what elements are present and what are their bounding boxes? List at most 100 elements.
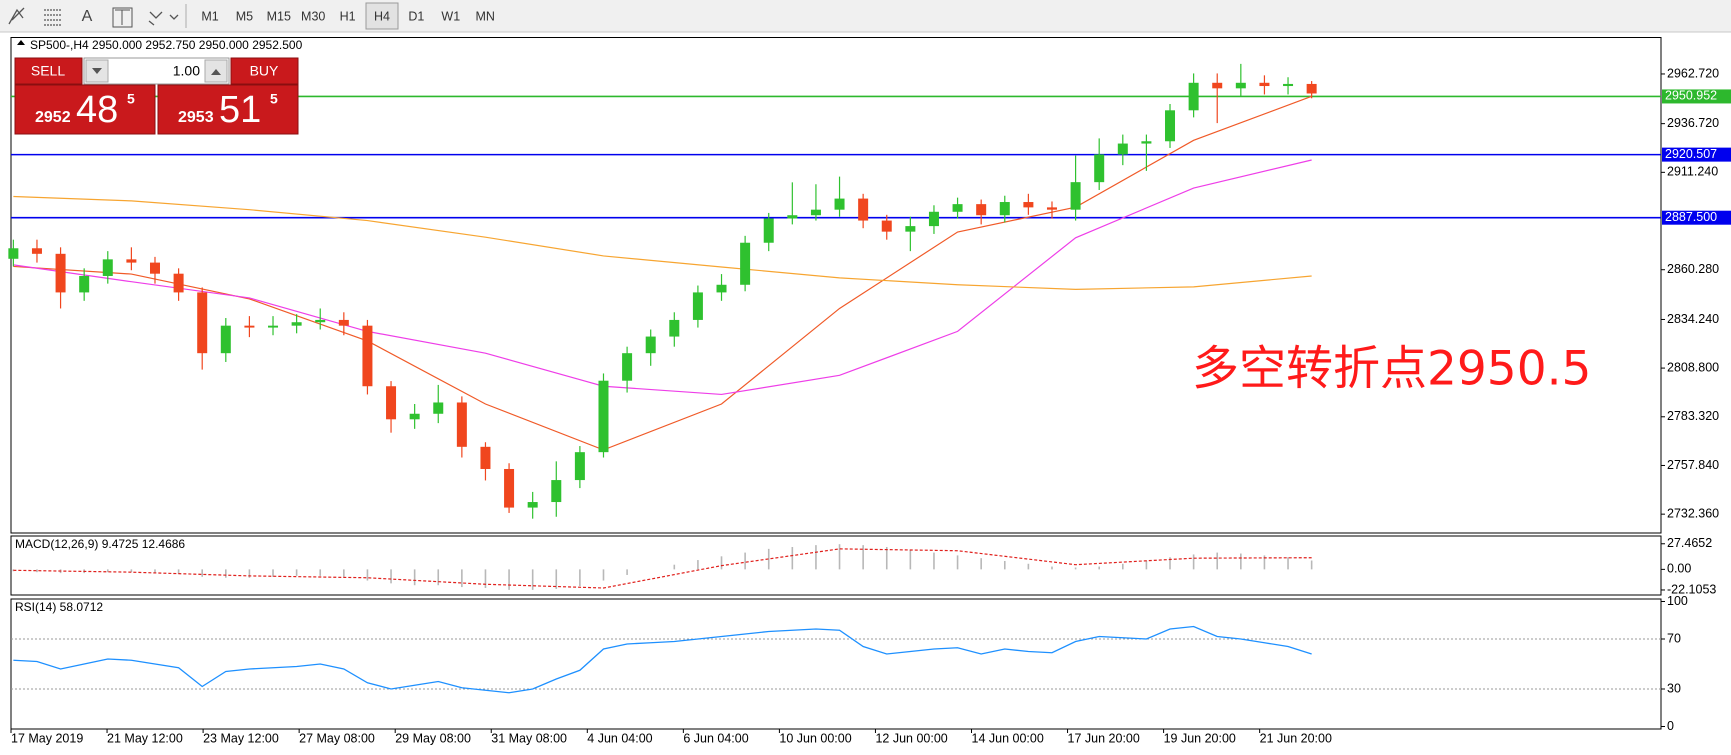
symbol-title: SP500-,H4 2950.000 2952.750 2950.000 295… <box>30 38 303 52</box>
candle-body <box>1306 83 1317 94</box>
candle-body <box>55 253 66 293</box>
candle-body <box>763 218 774 243</box>
candle-body <box>1212 82 1223 89</box>
ask-box[interactable] <box>157 84 299 135</box>
price-level-label: 2887.500 <box>1665 210 1717 224</box>
moving-average <box>13 195 1312 290</box>
x-tick-label: 29 May 08:00 <box>395 731 471 745</box>
price-level-label: 2920.507 <box>1665 147 1717 161</box>
timeframe-button[interactable]: M1 <box>201 9 218 23</box>
timeframe-button[interactable]: M5 <box>236 9 253 23</box>
candle-body <box>338 319 349 326</box>
candle-body <box>1188 82 1199 111</box>
timeframe-button[interactable]: W1 <box>441 9 460 23</box>
macd-signal <box>13 548 1312 589</box>
timeframe-button[interactable]: M15 <box>267 9 291 23</box>
candle-body <box>905 226 916 232</box>
y-tick-label: 2860.280 <box>1667 262 1719 276</box>
candle-body <box>291 322 302 326</box>
y-tick-label: 2911.240 <box>1667 165 1718 179</box>
bid-big: 2952 <box>35 109 71 126</box>
candle-body <box>1070 182 1081 210</box>
x-tick-label: 6 Jun 04:00 <box>683 731 748 745</box>
candle-body <box>881 220 892 232</box>
candle-body <box>456 402 467 447</box>
timeframe-button[interactable]: MN <box>475 9 494 23</box>
bid-pips: 48 <box>76 89 118 131</box>
y-tick-label: 0.00 <box>1667 562 1691 576</box>
candle-body <box>740 242 751 285</box>
y-tick-label: 27.4652 <box>1667 536 1712 550</box>
candle-body <box>8 248 19 259</box>
toolbar-icons <box>8 4 187 28</box>
indicator-title: MACD(12,26,9) 9.4725 12.4686 <box>15 537 185 551</box>
timeframe-button[interactable]: M30 <box>301 9 325 23</box>
candle-body <box>102 259 113 276</box>
x-tick-label: 17 Jun 20:00 <box>1068 731 1140 745</box>
y-tick-label: 2834.240 <box>1667 312 1719 326</box>
x-tick-label: 31 May 08:00 <box>491 731 567 745</box>
candle-body <box>551 480 562 503</box>
sell-button[interactable] <box>14 57 83 85</box>
panel-frame <box>10 535 1662 596</box>
candle-body <box>362 325 373 387</box>
icon-grid <box>44 9 62 26</box>
timeframe-button[interactable]: H4 <box>374 9 390 23</box>
candle-body <box>858 198 869 221</box>
text-tool[interactable]: A <box>82 8 93 25</box>
ask-point: 5 <box>270 91 278 107</box>
candle-body <box>149 262 160 274</box>
candle-body <box>692 292 703 320</box>
x-tick-label: 27 May 08:00 <box>299 731 375 745</box>
annotation: 多空转折点2950.5 <box>1192 342 1591 397</box>
indicator-title: RSI(14) 58.0712 <box>15 600 103 614</box>
timeframe-active <box>365 2 399 30</box>
y-tick-label: 100 <box>1667 594 1688 608</box>
y-tick-label: 2783.320 <box>1667 409 1719 423</box>
price-level-tag <box>1662 210 1731 225</box>
lot-value: 1.00 <box>173 63 200 79</box>
candle-body <box>220 325 231 354</box>
collapse-arrow <box>17 40 25 45</box>
x-tick-label: 21 Jun 20:00 <box>1260 731 1332 745</box>
bid-box[interactable] <box>14 84 156 135</box>
candle-body <box>31 248 42 254</box>
candle-body <box>433 402 444 414</box>
lot-up-arrow <box>211 69 221 75</box>
candle-body <box>1117 143 1128 155</box>
y-tick-label: 70 <box>1667 631 1681 645</box>
candle-body <box>1259 82 1270 87</box>
y-tick-label: 2732.360 <box>1667 506 1719 520</box>
price-level-tag <box>1662 89 1731 104</box>
bid-point: 5 <box>127 91 135 107</box>
buy-button[interactable] <box>230 57 299 85</box>
y-tick-label: 2936.720 <box>1667 116 1719 130</box>
candle-body <box>834 198 845 210</box>
x-tick-label: 12 Jun 00:00 <box>875 731 947 745</box>
x-tick-label: 4 Jun 04:00 <box>587 731 652 745</box>
candle-body <box>527 502 538 508</box>
icon-fibo <box>8 7 25 25</box>
icon-text-label[interactable] <box>112 7 133 28</box>
candle-body <box>268 325 279 328</box>
candle-body <box>645 336 656 354</box>
icon-arrows[interactable] <box>148 11 179 26</box>
lot-down-arrow <box>92 68 102 74</box>
candle-body <box>79 275 90 293</box>
candle-body <box>622 353 633 381</box>
candle-body <box>999 202 1010 216</box>
candle-body <box>197 292 208 354</box>
candle-body <box>669 319 680 337</box>
ask-pips: 51 <box>219 89 261 131</box>
timeframe-button[interactable]: D1 <box>408 9 424 23</box>
y-tick-label: 2808.800 <box>1667 360 1719 374</box>
sell-label: SELL <box>31 63 65 79</box>
candle-body <box>173 273 184 293</box>
y-tick-label: 0 <box>1667 719 1674 733</box>
candle-body <box>1165 110 1176 142</box>
candle-body <box>928 211 939 227</box>
candle-body <box>386 386 397 420</box>
timeframe-button[interactable]: H1 <box>340 9 356 23</box>
y-tick-label: 2757.840 <box>1667 458 1719 472</box>
